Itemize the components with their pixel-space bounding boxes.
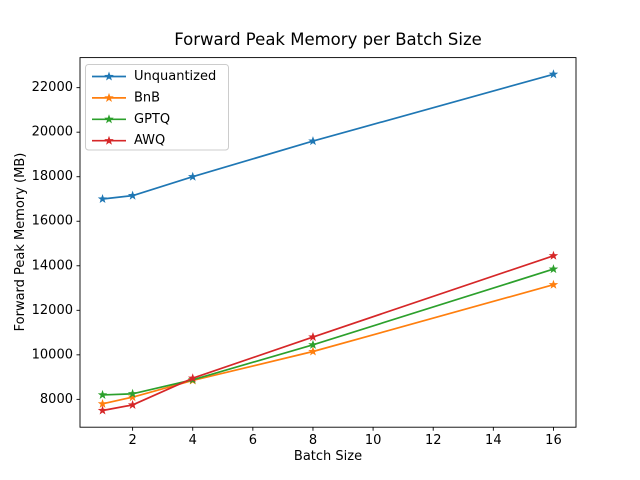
y-axis: 8000 10000 12000 14000 16000 18000 20000 22000 xyxy=(32,80,80,407)
x-tick-label: 2 xyxy=(128,433,136,448)
x-axis-label: Batch Size xyxy=(293,449,363,464)
series-marker-gptq xyxy=(127,388,138,398)
x-tick-label: 10 xyxy=(365,433,382,448)
chart-title: Forward Peak Memory per Batch Size xyxy=(174,30,482,49)
series-marker-bnb xyxy=(97,398,108,408)
y-tick-label: 22000 xyxy=(32,80,73,95)
series-marker-unquantized xyxy=(548,69,559,79)
series-awq xyxy=(97,250,559,415)
x-tick-label: 6 xyxy=(249,433,257,448)
y-tick-label: 10000 xyxy=(32,347,73,362)
legend-item-unquantized: Unquantized xyxy=(92,69,216,84)
legend: Unquantized BnB GPTQ AWQ xyxy=(85,64,229,151)
series-marker-awq xyxy=(187,373,198,383)
y-tick-label: 20000 xyxy=(32,125,73,140)
legend-item-gptq: GPTQ xyxy=(92,112,170,127)
legend-marker-sample xyxy=(104,135,114,145)
y-tick-label: 12000 xyxy=(32,303,73,318)
x-tick-label: 12 xyxy=(425,433,442,448)
legend-box xyxy=(85,64,229,151)
series-unquantized xyxy=(97,69,559,204)
plot-border xyxy=(79,57,577,428)
series-marker-awq xyxy=(127,399,138,409)
y-tick-label: 8000 xyxy=(40,392,73,407)
legend-label: GPTQ xyxy=(134,112,170,127)
x-tick-label: 14 xyxy=(485,433,502,448)
x-tick-label: 4 xyxy=(189,433,197,448)
legend-item-bnb: BnB xyxy=(92,90,160,105)
series-marker-bnb xyxy=(127,392,138,402)
series-marker-awq xyxy=(308,332,318,342)
series-marker-gptq xyxy=(97,389,108,399)
series-marker-bnb xyxy=(308,346,318,356)
legend-marker-sample xyxy=(104,114,114,124)
series-marker-unquantized xyxy=(97,193,108,204)
series-bnb xyxy=(97,279,559,408)
series-marker-bnb xyxy=(548,279,559,289)
series-marker-unquantized xyxy=(187,171,198,181)
series-marker-gptq xyxy=(548,264,559,274)
legend-label: Unquantized xyxy=(134,69,216,84)
legend-label: BnB xyxy=(134,90,160,105)
series-line-bnb xyxy=(102,283,554,405)
y-tick-label: 18000 xyxy=(32,169,73,184)
series-marker-gptq xyxy=(308,339,318,349)
legend-label: AWQ xyxy=(134,133,165,148)
y-tick-label: 16000 xyxy=(32,214,73,229)
series-marker-awq xyxy=(548,250,559,260)
x-tick-label: 16 xyxy=(545,433,562,448)
legend-item-awq: AWQ xyxy=(92,133,165,148)
series-marker-awq xyxy=(97,405,108,415)
series-marker-unquantized xyxy=(308,136,318,146)
x-tick-label: 8 xyxy=(309,433,317,448)
x-axis: 2 4 6 8 10 12 14 16 xyxy=(128,427,562,448)
legend-marker-sample xyxy=(104,92,114,102)
series-marker-unquantized xyxy=(127,190,138,200)
y-tick-label: 14000 xyxy=(32,258,73,273)
legend-marker-sample xyxy=(104,71,114,81)
